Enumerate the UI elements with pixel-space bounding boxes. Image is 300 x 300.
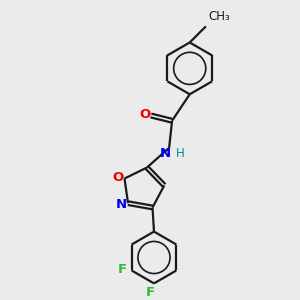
Text: N: N [160,147,171,160]
Text: F: F [146,286,155,299]
Text: F: F [118,263,127,276]
Text: O: O [112,171,124,184]
Text: H: H [176,147,185,160]
Text: O: O [140,108,151,122]
Text: N: N [116,198,127,211]
Text: CH₃: CH₃ [208,11,230,23]
